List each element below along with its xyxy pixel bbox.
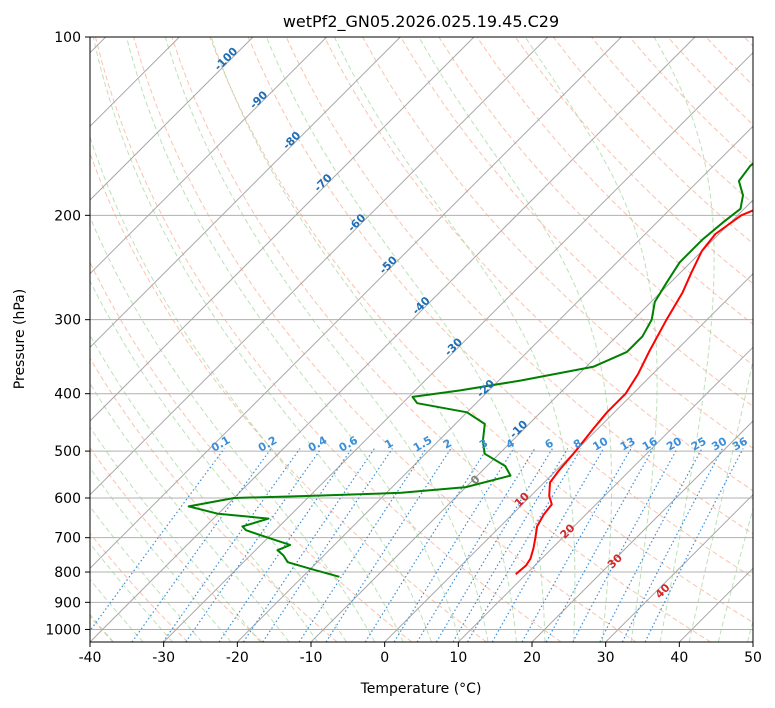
mixing-ratio-line	[599, 448, 703, 642]
isotherm	[90, 37, 475, 422]
profile-series	[187, 162, 753, 578]
dry-adiabat	[171, 37, 711, 642]
dry-adiabat	[95, 37, 562, 642]
y-tick-label: 200	[54, 208, 81, 224]
x-tick-label: -20	[226, 650, 249, 666]
mixing-ratio-line	[466, 448, 582, 642]
chart-title: wetPf2_GN05.2026.025.19.45.C29	[283, 12, 559, 32]
isotherm	[310, 199, 753, 642]
moist-adiabat	[266, 37, 546, 642]
x-tick-label: 0	[380, 650, 389, 666]
moist-adiabats	[90, 37, 753, 642]
dry-adiabat	[323, 37, 753, 492]
moist-adiabat	[90, 215, 376, 642]
y-tick-label: 100	[54, 30, 81, 46]
dry-adiabat	[90, 152, 487, 642]
plot-area: -100-90-80-70-60-50-40-30-20-10 0.1 0.2 0.…	[90, 37, 753, 642]
dry-adiabat	[90, 357, 338, 642]
y-axis-label: Pressure (hPa)	[12, 289, 28, 389]
dry-adiabat	[209, 37, 753, 623]
mixing-ratio-lines	[90, 448, 744, 642]
isotherm	[236, 125, 753, 642]
x-tick-label: 50	[744, 650, 762, 666]
moist-adiabat	[653, 37, 715, 642]
y-tick-label: 900	[54, 595, 81, 611]
mixing-ratio-line	[572, 448, 678, 642]
x-tick-label: 20	[523, 650, 541, 666]
mixing-ratio-line	[218, 448, 353, 642]
mixing-ratio-line	[262, 448, 393, 642]
moist-adiabat	[717, 506, 753, 642]
isotherm	[90, 37, 549, 496]
mixing-ratio-line	[325, 448, 452, 642]
x-tick-label: 30	[597, 650, 615, 666]
moist-adiabat	[126, 37, 461, 642]
y-tick-label: 600	[54, 491, 81, 507]
y-tick-label: 800	[54, 565, 81, 581]
y-tick-label: 500	[54, 444, 81, 460]
dry-adiabat	[90, 532, 189, 642]
isotherm	[605, 493, 753, 642]
moist-adiabat	[688, 358, 753, 642]
y-tick-label: 700	[54, 531, 81, 547]
mixing-ratio-line	[185, 448, 322, 642]
isotherm	[90, 37, 622, 570]
isotherm	[531, 420, 753, 642]
isotherm	[90, 37, 254, 201]
dry-adiabat	[438, 37, 753, 366]
isotherms	[90, 37, 753, 642]
isotherm	[90, 37, 401, 349]
isotherm	[90, 37, 328, 275]
x-axis-label: Temperature (°C)	[360, 681, 482, 697]
moist-adiabat	[333, 37, 576, 642]
dewpoint-profile-line	[187, 162, 753, 578]
moist-adiabat	[90, 334, 319, 642]
pressure-gridlines	[90, 37, 753, 630]
x-tick-label: -30	[152, 650, 175, 666]
mixing-ratio-line	[393, 448, 515, 642]
moist-adiabat	[92, 37, 432, 642]
mixing-ratio-line	[452, 448, 569, 642]
moist-adiabat	[90, 426, 261, 642]
mixing-ratio-line	[364, 448, 488, 642]
mixing-ratio-line	[621, 448, 723, 642]
isotherm	[457, 346, 753, 642]
mixing-ratio-line	[242, 448, 375, 642]
dry-adiabat	[400, 37, 753, 407]
mixing-ratio-line	[162, 448, 301, 642]
mixing-ratio-line	[131, 448, 272, 642]
isotherm	[90, 37, 696, 642]
x-axis-ticks: -40 -30 -20 -10 0 10 20 30 40 50	[79, 642, 762, 666]
x-tick-label: 40	[670, 650, 688, 666]
moist-adiabat	[90, 135, 404, 642]
moist-adiabat	[90, 467, 232, 642]
isotherm	[384, 272, 753, 642]
moist-adiabat	[164, 37, 489, 642]
mixing-ratio-line	[416, 448, 536, 642]
y-tick-label: 400	[54, 387, 81, 403]
dry-adiabat	[247, 37, 753, 579]
dry-adiabat	[514, 37, 753, 285]
moist-adiabat	[418, 37, 613, 642]
temperature-profile-line	[515, 209, 753, 576]
moist-adiabat	[210, 37, 517, 642]
isotherm	[163, 51, 753, 642]
y-axis-ticks: 1000 900 800 700 600 500 400 300 200 100	[45, 30, 90, 638]
y-tick-label: 1000	[45, 622, 81, 638]
mixing-ratio-line	[644, 448, 744, 642]
mixing-ratio-line	[491, 448, 605, 642]
plot-frame	[89, 36, 754, 643]
x-tick-label: -10	[300, 650, 323, 666]
moist-adiabat	[524, 37, 658, 642]
x-tick-label: 10	[449, 650, 467, 666]
y-tick-label: 300	[54, 313, 81, 329]
x-tick-label: -40	[79, 650, 102, 666]
moist-adiabat	[90, 382, 290, 642]
dry-adiabat	[90, 446, 263, 642]
mixing-ratio-line	[298, 448, 427, 642]
mixing-ratio-line	[90, 448, 225, 632]
